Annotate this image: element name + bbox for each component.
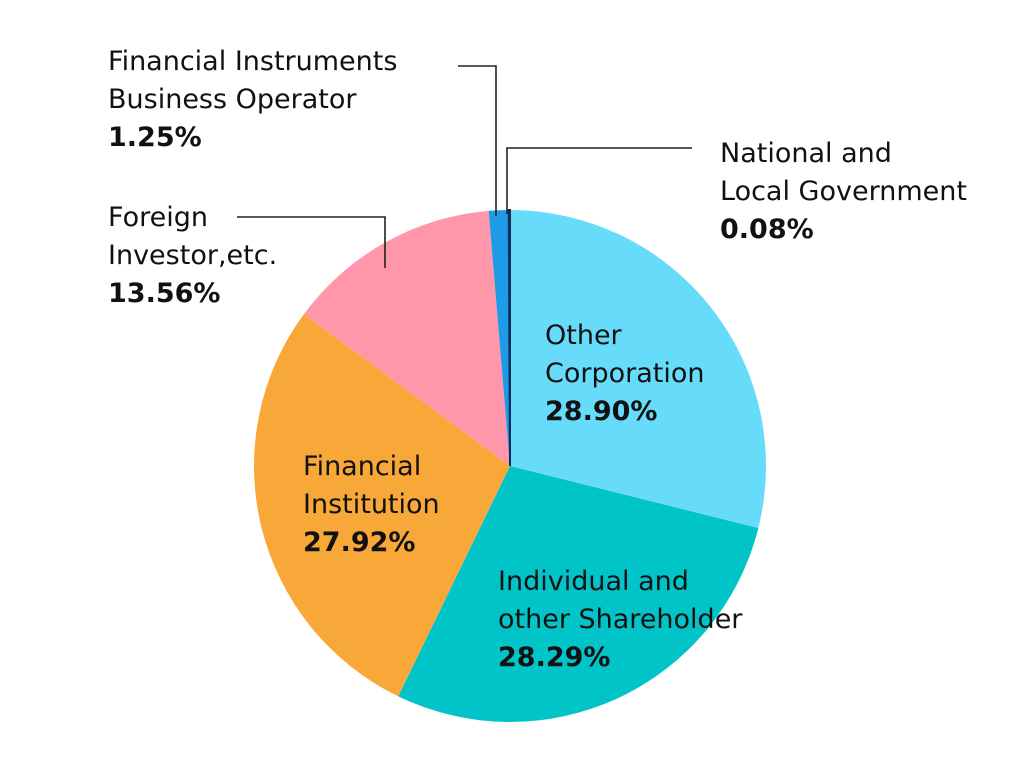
slice-name-line: Business Operator bbox=[108, 84, 357, 115]
slice-name-line: Other bbox=[545, 320, 623, 351]
slice-label-financial-instruments-operator: Financial Instruments Business Operator 1.… bbox=[108, 46, 397, 153]
slice-percent: 28.90% bbox=[545, 396, 657, 427]
slice-name-line: Investor,etc. bbox=[108, 240, 277, 271]
leader-line-national-local-government bbox=[506, 147, 692, 214]
pie-slice-foreign-investor bbox=[303, 210, 510, 466]
slice-name-line: Institution bbox=[303, 489, 440, 520]
slice-percent: 0.08% bbox=[720, 214, 814, 245]
slice-name-line: Foreign bbox=[108, 202, 208, 233]
slice-name-line: Local Government bbox=[720, 176, 967, 207]
pie-slice-national-local-government bbox=[507, 208, 511, 467]
slice-percent: 1.25% bbox=[108, 122, 202, 153]
slice-labels: Other Corporation 28.90% Individual and othe… bbox=[108, 46, 967, 673]
slice-name-line: National and bbox=[720, 138, 892, 169]
pie-slice-individual-shareholder bbox=[398, 466, 759, 722]
leader-line-financial-instruments-operator bbox=[458, 65, 497, 216]
slice-label-national-local-government: National and Local Government 0.08% bbox=[720, 138, 967, 245]
pie-slice-other-corporation bbox=[510, 210, 766, 529]
slice-percent: 27.92% bbox=[303, 527, 415, 558]
slice-percent: 28.29% bbox=[498, 642, 610, 673]
slice-label-financial-institution: Financial Institution 27.92% bbox=[303, 451, 440, 558]
slice-name-line: Individual and bbox=[498, 566, 689, 597]
slice-label-individual-shareholder: Individual and other Shareholder 28.29% bbox=[498, 566, 743, 673]
slice-label-other-corporation: Other Corporation 28.90% bbox=[545, 320, 705, 427]
slice-name-line: Corporation bbox=[545, 358, 705, 389]
slice-name-line: Financial bbox=[303, 451, 421, 482]
leader-lines bbox=[237, 65, 692, 268]
pie-slice-financial-institution bbox=[254, 314, 510, 697]
leader-line-foreign-investor bbox=[237, 216, 386, 268]
slice-percent: 13.56% bbox=[108, 278, 220, 309]
slice-label-foreign-investor: Foreign Investor,etc. 13.56% bbox=[108, 202, 277, 309]
pie-slice-financial-instruments-operator bbox=[488, 210, 510, 466]
pie-slices bbox=[254, 208, 766, 722]
slice-name-line: Financial Instruments bbox=[108, 46, 397, 77]
slice-name-line: other Shareholder bbox=[498, 604, 743, 635]
